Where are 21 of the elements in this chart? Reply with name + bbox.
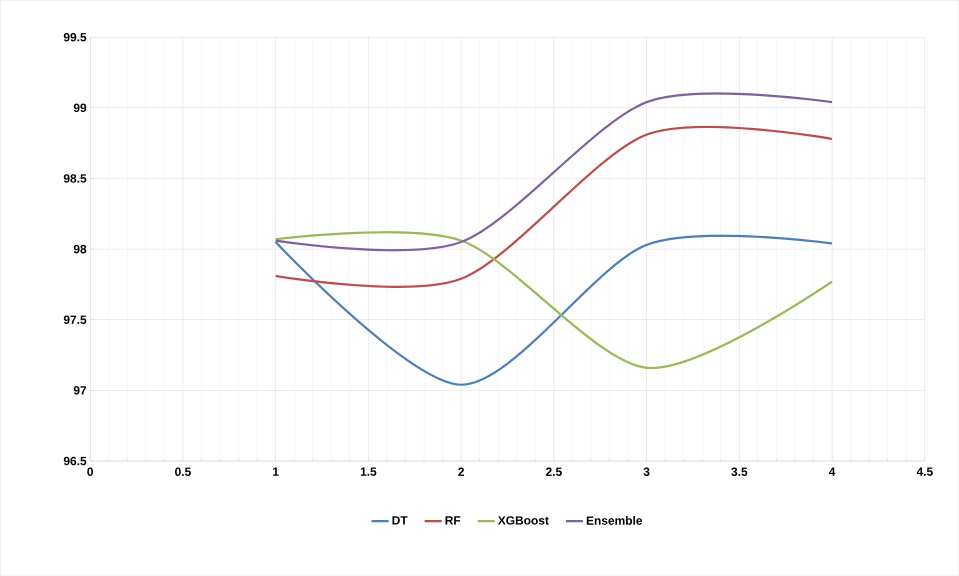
y-tick-label: 96.5 — [64, 456, 86, 466]
legend-label: DT — [392, 516, 408, 524]
y-tick-label: 99.5 — [64, 32, 86, 42]
x-tick-label: 3 — [644, 467, 650, 476]
x-tick-label: 3.5 — [731, 467, 748, 476]
x-tick-label: 0.5 — [175, 467, 191, 476]
y-tick-label: 98 — [74, 244, 86, 254]
y-tick-label: 98.5 — [64, 174, 86, 183]
x-tick-label: 2 — [458, 467, 464, 476]
y-tick-label: 99 — [74, 104, 86, 112]
x-tick-label: 2.5 — [546, 467, 562, 476]
x-tick-label: 1.5 — [360, 467, 376, 476]
legend-label: Ensemble — [586, 516, 642, 525]
legend-label: RF — [446, 516, 460, 524]
x-tick-label: 4 — [828, 467, 836, 476]
x-tick-label: 1 — [273, 467, 279, 476]
x-tick-label: 0 — [87, 467, 93, 476]
x-tick-label: 4.5 — [916, 467, 933, 476]
y-tick-label: 97 — [74, 386, 86, 395]
y-tick-label: 97.5 — [64, 315, 86, 324]
legend-label: XGBoost — [498, 516, 549, 525]
